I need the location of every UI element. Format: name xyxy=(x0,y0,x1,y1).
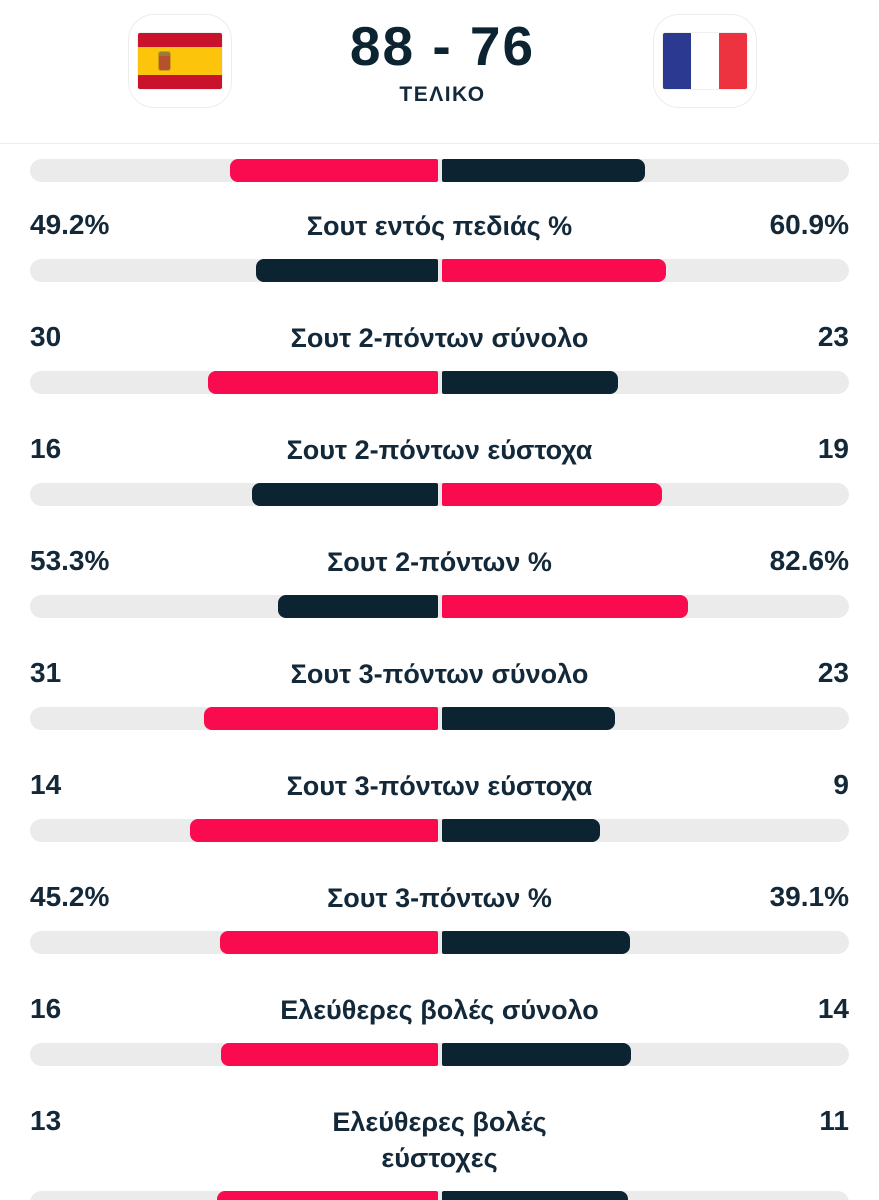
away-bar xyxy=(441,595,689,618)
away-bar xyxy=(441,483,663,506)
stat-row: 14 Σουτ 3-πόντων εύστοχα 9 xyxy=(30,768,849,842)
stat-label: Ελεύθερες βολές εύστοχες xyxy=(332,1107,547,1173)
home-value: 16 xyxy=(30,993,62,1024)
away-value: 11 xyxy=(819,1105,849,1136)
home-bar xyxy=(278,595,438,618)
spain-flag-icon xyxy=(138,33,222,89)
stat-row xyxy=(30,159,849,182)
stat-bar-track xyxy=(30,595,849,618)
stat-label: Σουτ 2-πόντων σύνολο xyxy=(290,323,589,353)
home-value: 49.2% xyxy=(30,209,110,240)
stat-bar-track xyxy=(30,1043,849,1066)
away-value: 9 xyxy=(833,769,849,800)
home-bar xyxy=(207,371,438,394)
stat-row: 30 Σουτ 2-πόντων σύνολο 23 xyxy=(30,320,849,394)
match-status: ΤΕΛΙΚΟ xyxy=(399,83,486,106)
away-value: 60.9% xyxy=(769,209,849,240)
stat-bar-track xyxy=(30,259,849,282)
away-team-button[interactable] xyxy=(652,14,757,108)
stat-row: 16 Σουτ 2-πόντων εύστοχα 19 xyxy=(30,432,849,506)
away-bar xyxy=(441,159,645,182)
stat-label: Σουτ 3-πόντων % xyxy=(327,883,552,913)
home-bar xyxy=(190,819,438,842)
stat-row: 16 Ελεύθερες βολές σύνολο 14 xyxy=(30,992,849,1066)
home-bar xyxy=(251,483,438,506)
home-bar xyxy=(204,707,438,730)
home-value: 53.3% xyxy=(30,545,110,576)
france-flag-icon xyxy=(662,33,747,89)
away-value: 82.6% xyxy=(769,545,849,576)
away-value: 19 xyxy=(817,433,849,464)
home-bar xyxy=(219,931,438,954)
stat-bar-track xyxy=(30,931,849,954)
away-bar xyxy=(441,259,667,282)
stat-row: 49.2% Σουτ εντός πεδιάς % 60.9% xyxy=(30,208,849,282)
score-block: 88 - 76 ΤΕΛΙΚΟ xyxy=(350,14,535,107)
stat-label: Σουτ 3-πόντων εύστοχα xyxy=(286,771,593,801)
stat-row: 45.2% Σουτ 3-πόντων % 39.1% xyxy=(30,880,849,954)
stat-label: Σουτ 2-πόντων % xyxy=(327,547,552,577)
away-bar xyxy=(441,1191,628,1200)
home-value: 16 xyxy=(30,433,62,464)
home-bar xyxy=(217,1191,438,1200)
home-value: 45.2% xyxy=(30,881,110,912)
away-value: 23 xyxy=(817,321,849,352)
stat-label: Σουτ εντός πεδιάς % xyxy=(306,211,573,241)
home-value: 14 xyxy=(30,769,62,800)
stat-row: 31 Σουτ 3-πόντων σύνολο 23 xyxy=(30,656,849,730)
match-score: 88 - 76 xyxy=(349,15,536,77)
home-bar xyxy=(230,159,438,182)
away-value: 39.1% xyxy=(769,881,849,912)
away-bar xyxy=(441,371,618,394)
away-value: 23 xyxy=(817,657,849,688)
home-value: 13 xyxy=(30,1105,62,1136)
stat-bar-track xyxy=(30,483,849,506)
home-bar xyxy=(220,1043,438,1066)
home-team-button[interactable] xyxy=(128,14,232,108)
stat-bar-track xyxy=(30,371,849,394)
stat-bar-track xyxy=(30,1191,849,1200)
spain-crest-icon xyxy=(159,52,170,70)
stat-bar-track xyxy=(30,707,849,730)
away-bar xyxy=(441,707,615,730)
home-value: 31 xyxy=(30,657,62,688)
stat-bar-track xyxy=(30,159,849,182)
stat-label: Σουτ 3-πόντων σύνολο xyxy=(290,659,589,689)
statistics-list: 49.2% Σουτ εντός πεδιάς % 60.9% 30 Σουτ … xyxy=(0,159,879,1200)
stat-row: 13 Ελεύθερες βολές εύστοχες 11 xyxy=(30,1104,849,1200)
stat-bar-track xyxy=(30,819,849,842)
match-header: 88 - 76 ΤΕΛΙΚΟ xyxy=(0,0,879,144)
away-bar xyxy=(441,1043,632,1066)
stat-label: Ελεύθερες βολές σύνολο xyxy=(280,995,599,1025)
away-value: 14 xyxy=(817,993,849,1024)
away-bar xyxy=(441,931,630,954)
stat-row: 53.3% Σουτ 2-πόντων % 82.6% xyxy=(30,544,849,618)
home-bar xyxy=(255,259,438,282)
home-value: 30 xyxy=(30,321,62,352)
away-bar xyxy=(441,819,601,842)
stat-label: Σουτ 2-πόντων εύστοχα xyxy=(286,435,593,465)
